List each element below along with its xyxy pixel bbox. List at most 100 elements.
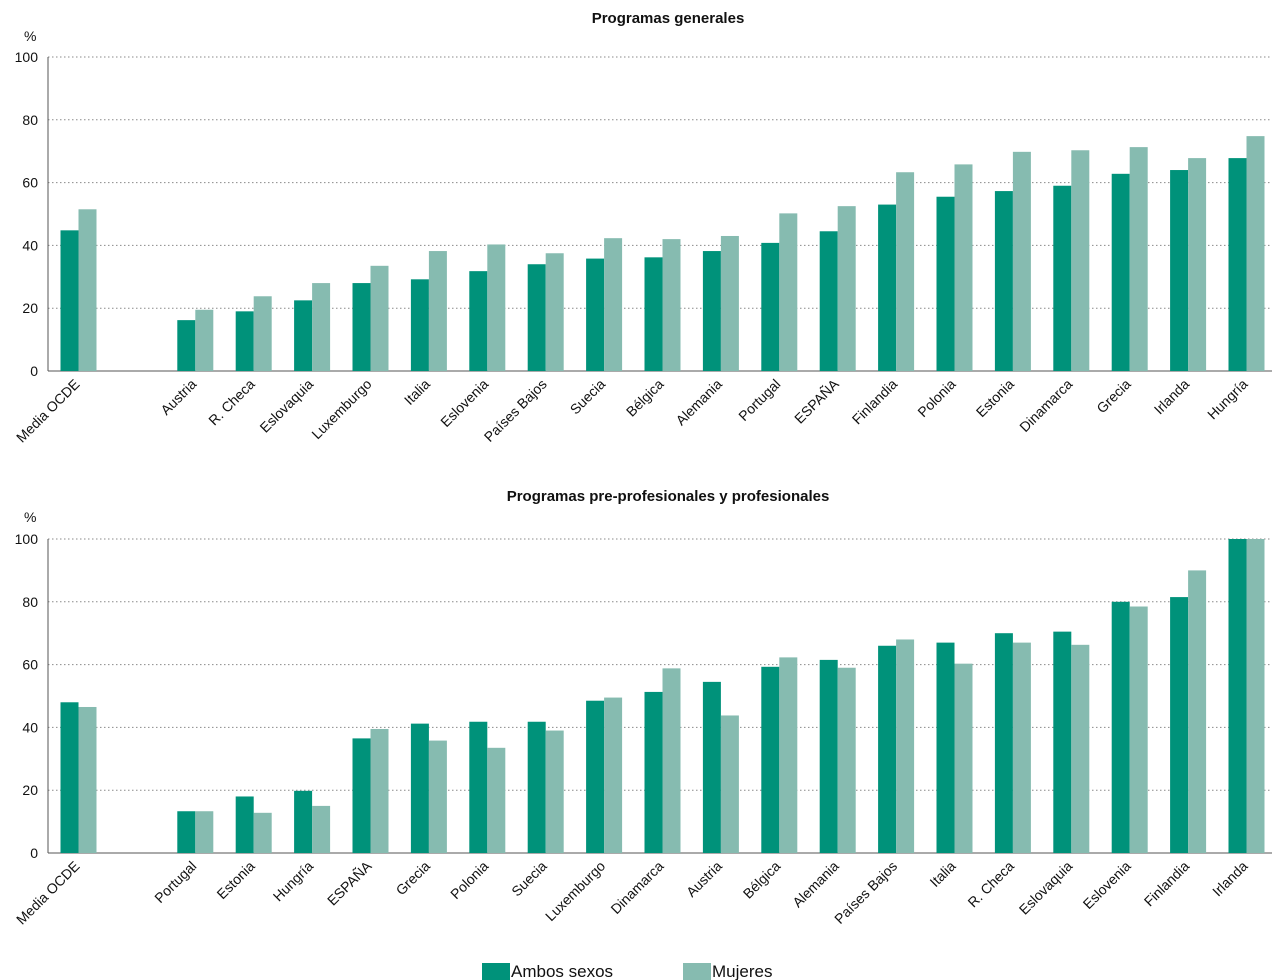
bar-mujeres: [954, 164, 973, 371]
bar-mujeres: [604, 238, 623, 371]
x-tick-label: Bélgica: [623, 376, 667, 420]
y-tick-label: 20: [22, 782, 38, 798]
bar-mujeres: [195, 309, 214, 371]
bar-ambos-sexos: [878, 204, 897, 371]
bar-ambos-sexos: [878, 645, 897, 853]
bar-ambos-sexos: [235, 311, 254, 371]
bar-ambos-sexos: [60, 230, 79, 371]
bar-ambos-sexos: [352, 283, 371, 371]
bar-ambos-sexos: [1170, 170, 1189, 371]
bar-mujeres: [1129, 606, 1148, 853]
bar-ambos-sexos: [761, 242, 780, 371]
bar-mujeres: [1246, 539, 1265, 853]
y-tick-label: 60: [22, 657, 38, 673]
chart-programas-profesionales: Programas pre-profesionales y profesiona…: [13, 488, 1272, 927]
bar-mujeres: [837, 206, 856, 371]
bar-mujeres: [954, 663, 973, 853]
bar-ambos-sexos: [644, 257, 663, 371]
bar-ambos-sexos: [1111, 601, 1130, 853]
bar-mujeres: [370, 728, 389, 853]
x-tick-label: Media OCDE: [13, 376, 83, 446]
x-tick-label: Finlandia: [849, 376, 901, 428]
x-tick-label: Portugal: [735, 376, 783, 424]
legend-swatch-mujeres: [683, 963, 711, 980]
x-tick-label: Austria: [683, 858, 725, 900]
bar-ambos-sexos: [527, 721, 546, 853]
bar-mujeres: [78, 706, 97, 853]
bar-mujeres: [1071, 644, 1090, 853]
bar-ambos-sexos: [352, 738, 371, 853]
y-tick-label: 80: [22, 112, 38, 128]
bar-mujeres: [253, 296, 272, 371]
x-tick-label: Austria: [157, 376, 199, 418]
bar-mujeres: [604, 697, 623, 853]
x-tick-label: Italia: [401, 376, 433, 408]
bar-mujeres: [1188, 570, 1207, 853]
bar-ambos-sexos: [177, 320, 196, 371]
bar-ambos-sexos: [761, 666, 780, 853]
bar-ambos-sexos: [177, 811, 196, 853]
bar-ambos-sexos: [1228, 539, 1247, 853]
y-unit-label: %: [24, 509, 36, 525]
bar-ambos-sexos: [994, 633, 1013, 853]
bar-mujeres: [487, 747, 506, 853]
bar-mujeres: [896, 172, 915, 371]
bar-ambos-sexos: [1170, 597, 1189, 853]
bar-ambos-sexos: [994, 191, 1013, 371]
x-tick-label: Eslovenia: [1080, 858, 1134, 912]
x-tick-label: Luxemburgo: [542, 858, 608, 924]
chart-programas-generales: Programas generales % 0 20 40 60 80 100 Media …: [13, 10, 1272, 445]
bar-mujeres: [662, 668, 681, 853]
chart-title: Programas generales: [592, 10, 745, 27]
bar-ambos-sexos: [702, 251, 721, 371]
legend: Ambos sexos Mujeres: [482, 962, 772, 980]
x-tick-label: Suecia: [508, 858, 550, 900]
bar-ambos-sexos: [586, 700, 605, 853]
bar-ambos-sexos: [469, 271, 488, 371]
x-tick-label: Polonia: [447, 858, 491, 902]
bar-mujeres: [545, 730, 564, 853]
bar-mujeres: [78, 209, 97, 371]
bar-mujeres: [428, 740, 447, 853]
bar-mujeres: [312, 805, 331, 853]
bar-ambos-sexos: [819, 231, 838, 371]
bar-mujeres: [312, 283, 331, 371]
bar-mujeres: [253, 812, 272, 853]
x-tick-label: Media OCDE: [13, 858, 83, 928]
bar-ambos-sexos: [527, 264, 546, 371]
y-tick-label: 80: [22, 594, 38, 610]
bar-mujeres: [1246, 136, 1265, 371]
x-tick-label: Hungría: [1204, 376, 1251, 423]
bar-mujeres: [487, 244, 506, 371]
x-tick-label: R. Checa: [964, 858, 1017, 911]
y-tick-label: 0: [30, 845, 38, 861]
x-tick-label: R. Checa: [205, 376, 258, 429]
x-tick-label: Irlanda: [1209, 858, 1251, 900]
y-tick-label: 40: [22, 237, 38, 253]
bar-ambos-sexos: [1053, 631, 1072, 853]
bar-ambos-sexos: [60, 702, 79, 853]
legend-swatch-ambos-sexos: [482, 963, 510, 980]
x-tick-label: Bélgica: [740, 858, 784, 902]
bar-mujeres: [837, 667, 856, 853]
bar-ambos-sexos: [410, 723, 429, 853]
x-tick-label: ESPAÑA: [324, 857, 375, 908]
bar-mujeres: [720, 235, 739, 371]
x-tick-label: Países Bajos: [831, 858, 900, 927]
bar-mujeres: [896, 639, 915, 853]
y-tick-label: 20: [22, 300, 38, 316]
bar-ambos-sexos: [936, 196, 955, 371]
x-tick-label: Irlanda: [1151, 376, 1193, 418]
bar-mujeres: [195, 811, 214, 853]
x-tick-label: Portugal: [151, 858, 199, 906]
y-tick-label: 40: [22, 719, 38, 735]
x-tick-label: Alemania: [672, 376, 725, 429]
legend-label-mujeres: Mujeres: [712, 962, 772, 980]
x-tick-label: Grecia: [393, 858, 434, 899]
bar-ambos-sexos: [1111, 173, 1130, 371]
x-tick-label: Alemania: [789, 858, 842, 911]
y-tick-label: 60: [22, 175, 38, 191]
x-tick-label: Grecia: [1093, 376, 1134, 417]
x-tick-label: Suecia: [567, 376, 609, 418]
